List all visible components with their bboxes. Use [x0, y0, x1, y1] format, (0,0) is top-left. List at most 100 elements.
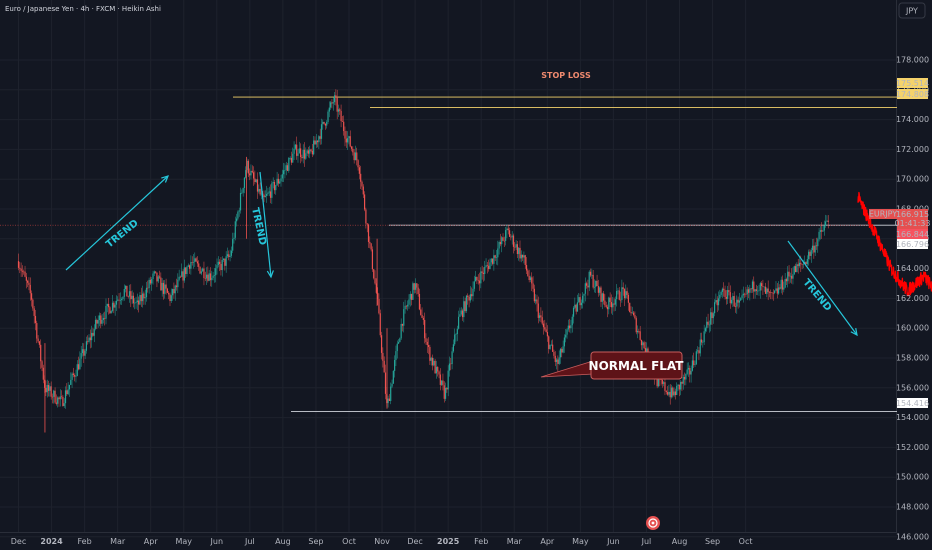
candle-body	[627, 294, 630, 303]
candle-body	[229, 255, 231, 258]
candle-body	[202, 268, 204, 272]
candle-body	[761, 283, 763, 287]
candle-body	[589, 271, 592, 276]
candle-body	[394, 359, 396, 371]
candle-body	[424, 319, 426, 339]
candle-body	[569, 325, 571, 329]
candle-body	[471, 294, 473, 297]
candle-body	[254, 178, 256, 183]
candle-body	[67, 389, 69, 395]
candle-body	[172, 289, 174, 296]
svg-text:175.514: 175.514	[896, 79, 929, 88]
candle-body	[680, 381, 682, 390]
candle-body	[463, 301, 465, 318]
candle-body	[53, 390, 55, 397]
time-tick-label: Aug	[672, 537, 688, 546]
projection-series	[857, 191, 932, 297]
currency-button[interactable]	[898, 2, 926, 19]
candle-body	[380, 335, 383, 353]
candle-body	[247, 160, 249, 174]
candle-body	[293, 148, 295, 154]
time-tick-label: Nov	[374, 537, 390, 546]
candle-body	[296, 144, 298, 156]
candle-body	[337, 109, 340, 112]
candle-body	[371, 249, 374, 270]
candle-body	[566, 329, 568, 335]
candle-body	[438, 371, 440, 375]
candle-body	[17, 261, 20, 268]
candle-body	[384, 372, 387, 394]
candle-body	[664, 382, 666, 391]
candle-body	[299, 148, 302, 158]
candle-body	[531, 277, 533, 284]
candle-body	[712, 313, 714, 319]
candle-body	[255, 179, 257, 183]
candle-body	[169, 294, 171, 302]
price-label-stop-second: 174.808	[896, 89, 929, 99]
candle-body	[392, 370, 394, 384]
candle-body	[102, 318, 104, 320]
candle-body	[173, 289, 175, 294]
candle-body	[540, 315, 542, 318]
candle-body	[806, 259, 808, 265]
candle-body	[91, 332, 93, 341]
candle-body	[208, 273, 210, 281]
candle-body	[723, 288, 725, 291]
candle-body	[408, 299, 410, 305]
candle-body	[32, 299, 34, 309]
candle-body	[363, 194, 366, 210]
candle-body	[554, 355, 556, 362]
candle-body	[54, 390, 56, 403]
candle-body	[755, 289, 757, 291]
candle-body	[670, 387, 673, 398]
candle-body	[149, 279, 152, 284]
candle-body	[212, 275, 214, 278]
time-tick-label: Jul	[244, 537, 255, 546]
candle-body	[553, 351, 555, 356]
candle-body	[322, 121, 324, 125]
candle-body	[699, 339, 701, 354]
candle-body	[793, 266, 795, 275]
candle-body	[563, 337, 566, 347]
candle-body	[245, 170, 247, 178]
candle-body	[593, 286, 596, 288]
candle-body	[490, 258, 492, 263]
candle-body	[510, 236, 512, 238]
candle-body	[213, 275, 216, 276]
candle-body	[605, 305, 607, 307]
trend-arrow-down-1	[259, 171, 272, 278]
candle-body	[813, 245, 815, 253]
candle-body	[20, 268, 22, 271]
candle-body	[313, 140, 315, 155]
candle-body	[629, 302, 631, 312]
candle-body	[508, 230, 511, 237]
candle-body	[387, 398, 389, 404]
normal-flat-callout	[590, 351, 683, 380]
candle-body	[152, 273, 154, 279]
candle-body	[183, 267, 185, 281]
candle-body	[640, 339, 643, 346]
candle-body	[772, 292, 774, 294]
candle-body	[420, 309, 422, 315]
candle-body	[721, 288, 724, 292]
candle-body	[148, 279, 150, 289]
candle-body	[801, 264, 803, 265]
replay-icon[interactable]	[646, 516, 660, 530]
candle-body	[595, 280, 597, 287]
candle-body	[100, 315, 102, 324]
candle-body	[383, 360, 385, 373]
candle-body	[682, 377, 684, 384]
candle-body	[75, 376, 77, 377]
candle-body	[576, 302, 579, 312]
candle-body	[301, 157, 303, 159]
candle-body	[488, 265, 490, 270]
candle-body	[533, 288, 535, 302]
candle-body	[467, 295, 469, 297]
time-tick-label: Feb	[474, 537, 488, 546]
candle-body	[817, 239, 819, 247]
candle-body	[315, 140, 317, 145]
candle-body	[108, 303, 110, 308]
candle-body	[224, 258, 226, 266]
candle-body	[588, 271, 590, 288]
